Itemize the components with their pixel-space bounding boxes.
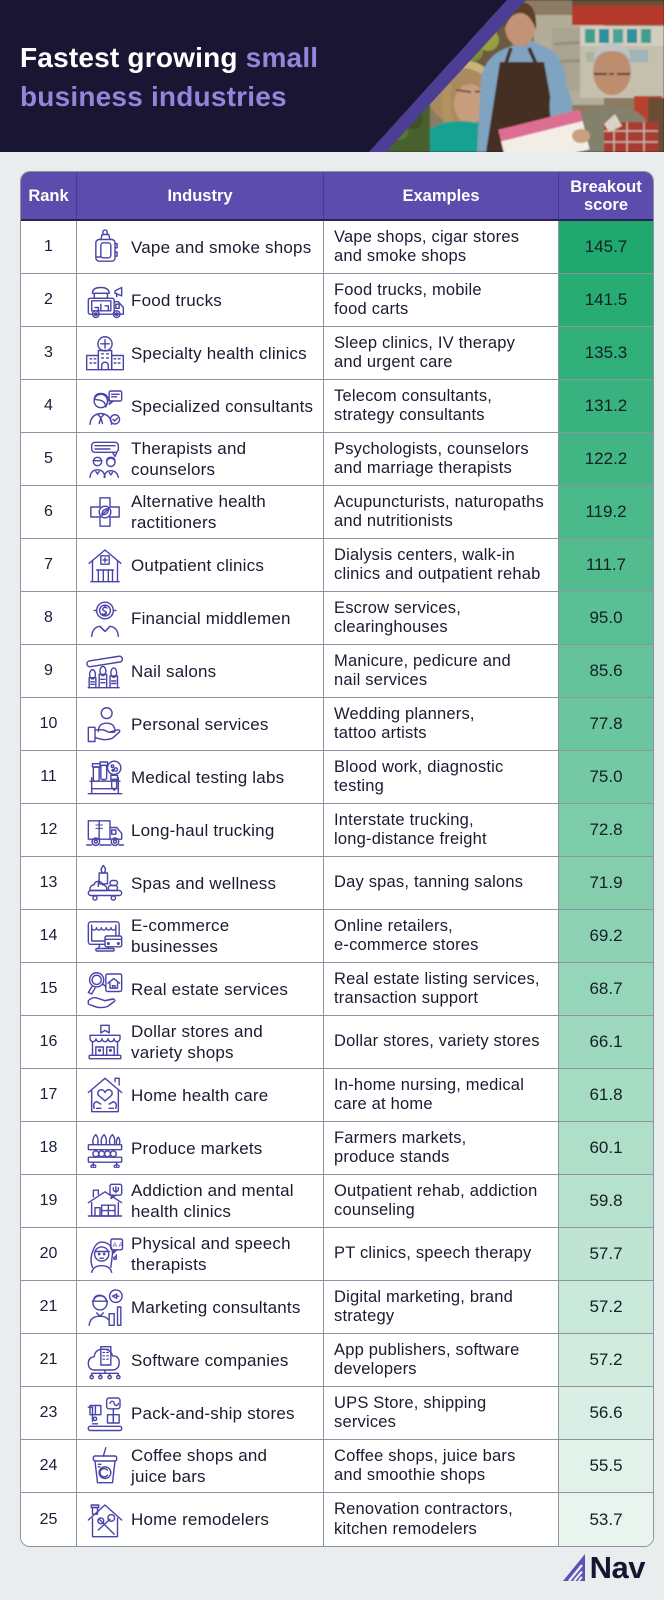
svg-text:A A: A A [113, 1242, 124, 1249]
